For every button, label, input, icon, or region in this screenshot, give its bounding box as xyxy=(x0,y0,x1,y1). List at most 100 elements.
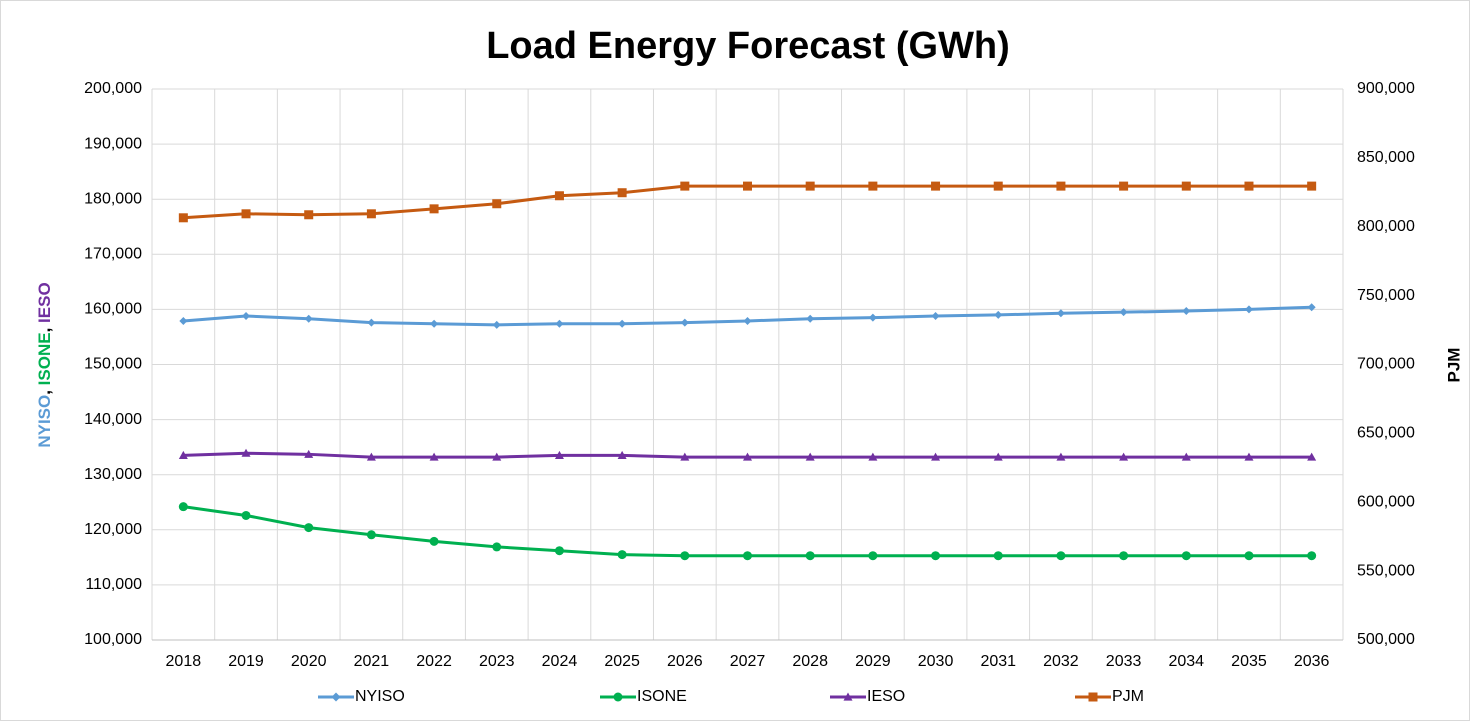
data-point xyxy=(304,449,314,458)
data-point xyxy=(1307,303,1316,312)
data-point xyxy=(304,523,314,533)
data-point xyxy=(554,450,564,460)
y2-tick-label: 850,000 xyxy=(1357,149,1415,166)
data-point xyxy=(241,209,251,219)
data-point xyxy=(242,312,251,321)
y-tick-label: 100,000 xyxy=(84,631,142,648)
x-tick-label: 2035 xyxy=(1231,653,1267,670)
y-tick-label: 130,000 xyxy=(84,466,142,483)
y-axis-label: NYISO, ISONE, IESO xyxy=(35,282,54,447)
data-point xyxy=(680,181,690,191)
y-axis-label-part: ISONE xyxy=(35,332,54,385)
x-tick-label: 2024 xyxy=(542,653,578,670)
y2-tick-label: 900,000 xyxy=(1357,80,1415,97)
data-point xyxy=(492,542,502,552)
y2-axis-label: PJM xyxy=(1444,348,1463,383)
y-tick-label: 170,000 xyxy=(84,246,142,263)
data-point xyxy=(868,181,878,191)
y-axis-label-part: IESO xyxy=(35,282,54,323)
data-point xyxy=(1307,452,1317,461)
y-axis-label-part: NYISO xyxy=(35,395,54,448)
data-point xyxy=(241,448,251,457)
data-point xyxy=(931,181,941,191)
data-point xyxy=(1307,181,1317,191)
y-tick-label: 190,000 xyxy=(84,135,142,152)
data-point xyxy=(366,452,376,461)
data-point xyxy=(868,452,878,461)
y-tick-label: 140,000 xyxy=(84,411,142,428)
y2-tick-label: 800,000 xyxy=(1357,218,1415,235)
data-point xyxy=(993,551,1003,561)
x-tick-label: 2034 xyxy=(1168,653,1204,670)
legend-label: NYISO xyxy=(355,688,405,705)
data-point xyxy=(429,452,439,461)
y-tick-label: 160,000 xyxy=(84,301,142,318)
data-point xyxy=(1119,308,1128,317)
x-tick-label: 2032 xyxy=(1043,653,1079,670)
data-point xyxy=(1181,181,1191,191)
y-tick-label: 150,000 xyxy=(84,356,142,373)
x-tick-label: 2023 xyxy=(479,653,515,670)
data-point xyxy=(1244,181,1254,191)
x-tick-label: 2026 xyxy=(667,653,703,670)
data-point xyxy=(994,310,1003,319)
legend-marker xyxy=(843,692,853,701)
x-tick-label: 2021 xyxy=(354,653,390,670)
x-tick-label: 2027 xyxy=(730,653,766,670)
data-point xyxy=(743,452,752,461)
data-point xyxy=(429,204,439,214)
x-tick-label: 2029 xyxy=(855,653,891,670)
data-point xyxy=(931,452,941,461)
data-point xyxy=(680,551,690,561)
data-point xyxy=(680,318,689,327)
data-point xyxy=(743,551,752,561)
data-point xyxy=(1056,181,1066,191)
data-point xyxy=(1244,551,1254,561)
data-point xyxy=(868,313,877,322)
data-point xyxy=(492,320,501,329)
data-point xyxy=(367,318,376,327)
data-point xyxy=(492,452,502,461)
data-point xyxy=(993,452,1003,461)
legend-marker xyxy=(331,692,341,702)
data-point xyxy=(1182,307,1191,316)
y2-tick-label: 650,000 xyxy=(1357,425,1415,442)
legend-marker xyxy=(613,692,623,702)
y2-tick-label: 700,000 xyxy=(1357,356,1415,373)
data-point xyxy=(178,213,188,223)
x-tick-label: 2018 xyxy=(166,653,202,670)
data-point xyxy=(492,199,502,209)
data-point xyxy=(178,502,188,512)
data-point xyxy=(617,550,627,560)
data-point xyxy=(554,546,564,556)
data-point xyxy=(1181,452,1191,461)
legend-label: ISONE xyxy=(637,688,687,705)
data-point xyxy=(868,551,878,561)
data-point xyxy=(429,536,439,546)
data-point xyxy=(179,316,188,325)
data-point xyxy=(743,181,752,191)
y-tick-label: 120,000 xyxy=(84,521,142,538)
x-tick-label: 2022 xyxy=(416,653,452,670)
data-point xyxy=(555,319,564,328)
legend-marker xyxy=(1088,692,1098,702)
data-point xyxy=(1119,181,1129,191)
data-point xyxy=(430,319,439,328)
data-point xyxy=(806,314,815,323)
legend-label: PJM xyxy=(1112,688,1144,705)
data-point xyxy=(805,181,815,191)
data-point xyxy=(241,510,251,520)
data-point xyxy=(366,530,376,540)
x-tick-label: 2033 xyxy=(1106,653,1142,670)
chart-title: Load Energy Forecast (GWh) xyxy=(486,25,1010,67)
x-tick-label: 2020 xyxy=(291,653,327,670)
x-tick-label: 2030 xyxy=(918,653,954,670)
data-point xyxy=(680,452,690,461)
legend-label: IESO xyxy=(867,688,905,705)
data-point xyxy=(743,316,752,325)
data-point xyxy=(993,181,1003,191)
y-tick-label: 180,000 xyxy=(84,190,142,207)
y2-tick-label: 600,000 xyxy=(1357,493,1415,510)
